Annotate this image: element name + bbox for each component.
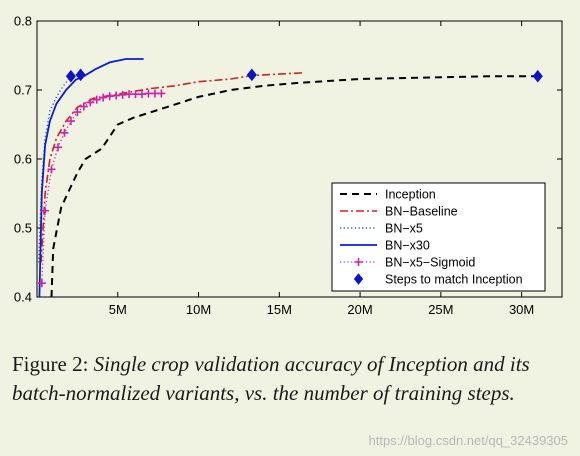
legend-label: Inception xyxy=(385,188,436,202)
data-point-marker xyxy=(60,128,69,137)
series-0 xyxy=(50,75,538,298)
watermark: https://blog.csdn.net/qq_32439305 xyxy=(368,433,569,448)
legend-marker xyxy=(354,258,363,266)
legend-label: BN−x5 xyxy=(385,222,423,236)
legend-label: BN−Baseline xyxy=(385,205,458,219)
accuracy-chart: 5M 10M 15M 20M 25M 30M 0.4 0.5 0.6 0.7 0.8 Incepti… xyxy=(14,14,563,317)
series-4 xyxy=(37,89,166,288)
data-point-marker xyxy=(73,108,82,117)
data-point-marker xyxy=(54,143,62,152)
legend-entry: Steps to match Inception xyxy=(353,273,523,287)
y-tick-label: 0.6 xyxy=(14,152,32,167)
series-line xyxy=(50,75,538,298)
match-point-marker xyxy=(65,69,76,83)
legend-label: BN−x30 xyxy=(385,239,430,253)
series-line xyxy=(41,92,162,284)
data-point-marker xyxy=(41,206,50,215)
x-tick-label: 10M xyxy=(186,302,211,317)
legend-entry: Inception xyxy=(340,188,436,202)
data-point-marker xyxy=(157,89,166,98)
legend-marker xyxy=(353,273,364,285)
series-2 xyxy=(37,75,72,263)
legend-entry: BN−x5 xyxy=(340,222,423,236)
x-tick-label: 20M xyxy=(347,302,372,317)
series-line xyxy=(38,58,144,298)
legend-label: BN−x5−Sigmoid xyxy=(385,256,475,270)
match-point-marker xyxy=(246,68,257,82)
data-point-marker xyxy=(86,98,95,107)
y-tick-label: 0.7 xyxy=(14,83,32,98)
data-point-marker xyxy=(92,95,101,104)
caption-label: Figure 2: xyxy=(12,352,89,376)
legend-label: Steps to match Inception xyxy=(385,273,523,287)
series-layer xyxy=(37,58,543,298)
legend-box xyxy=(331,182,546,292)
legend-entry: BN−x30 xyxy=(340,239,430,253)
legend-entry: BN−Baseline xyxy=(340,205,458,219)
series-3 xyxy=(38,58,144,298)
caption-text: Single crop validation accuracy of Incep… xyxy=(12,352,530,405)
legend-entry: BN−x5−Sigmoid xyxy=(340,256,475,270)
figure-caption: Figure 2: Single crop validation accurac… xyxy=(12,350,568,408)
y-tick-label: 0.5 xyxy=(14,221,32,236)
plot-axes: 5M 10M 15M 20M 25M 30M 0.4 0.5 0.6 0.7 0.8 xyxy=(14,14,563,317)
y-tick-label: 0.8 xyxy=(14,14,32,29)
data-point-marker xyxy=(66,117,75,126)
data-point-marker xyxy=(47,165,56,174)
match-point-marker xyxy=(75,68,86,82)
data-point-marker xyxy=(99,93,108,102)
series-1 xyxy=(40,72,304,263)
x-tick-label: 15M xyxy=(267,302,292,317)
match-point-marker xyxy=(532,69,543,83)
y-tick-label: 0.4 xyxy=(14,290,32,305)
legend: Inception BN−Baseline BN−x5 BN−x30 BN−x5−Sig… xyxy=(331,182,546,292)
x-tick-label: 5M xyxy=(109,302,127,317)
series-line xyxy=(37,75,72,263)
series-5 xyxy=(65,68,543,83)
x-tick-label: 30M xyxy=(509,302,534,317)
data-point-marker xyxy=(79,102,88,111)
series-line xyxy=(40,72,304,263)
data-point-marker xyxy=(37,279,46,288)
x-tick-label: 25M xyxy=(428,302,453,317)
